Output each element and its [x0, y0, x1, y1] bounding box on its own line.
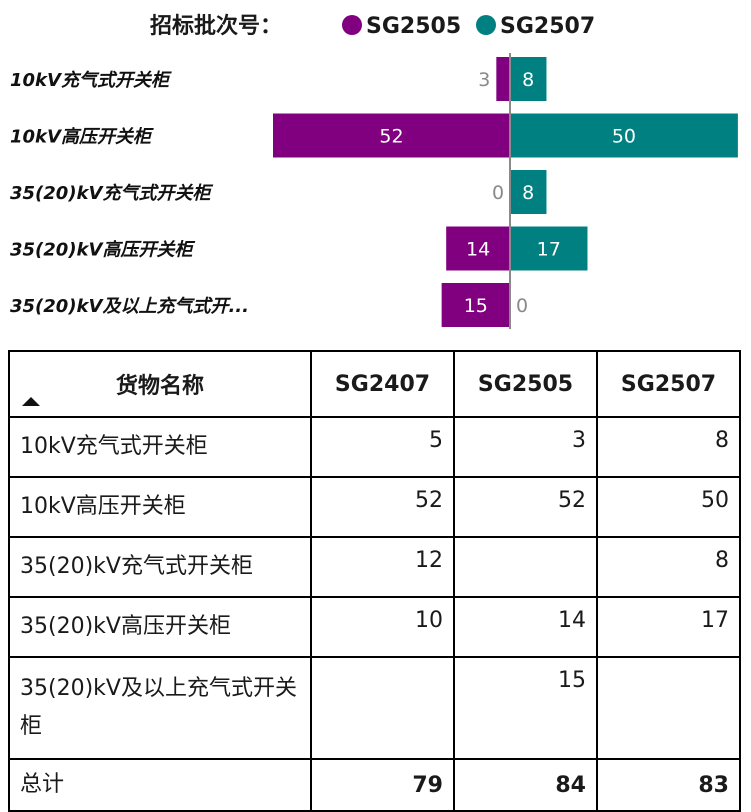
legend-label-sg2505[interactable]: SG2505 [366, 14, 461, 39]
column-header-sg2407[interactable]: SG2407 [310, 350, 455, 418]
column-header-sg2507[interactable]: SG2507 [596, 350, 741, 418]
category-label: 35(20)kV充气式开关柜 [10, 183, 213, 204]
value-cell: 17 [596, 596, 741, 658]
data-label-sg2505: 14 [466, 239, 490, 261]
bar-sg2505[interactable] [496, 57, 510, 101]
row-name-cell: 35(20)kV充气式开关柜 [8, 536, 312, 598]
data-label-sg2507: 17 [537, 239, 561, 261]
value-cell [596, 656, 741, 760]
category-label: 35(20)kV高压开关柜 [10, 240, 195, 261]
data-label-sg2507: 0 [516, 295, 528, 317]
bar-sg2507[interactable] [510, 226, 588, 271]
value-cell: 3 [453, 416, 598, 478]
column-header-sg2505[interactable]: SG2505 [453, 350, 598, 418]
total-label-cell: 总计 [8, 758, 312, 812]
legend-marker-sg2507[interactable] [476, 15, 496, 35]
row-name-cell: 35(20)kV及以上充气式开关柜 [8, 656, 312, 760]
table-total-row: 总计 79 84 83 [8, 758, 741, 812]
total-value-cell: 79 [310, 758, 455, 812]
data-label-sg2507: 8 [522, 182, 534, 204]
legend-label-sg2507[interactable]: SG2507 [500, 14, 595, 39]
row-name-cell: 10kV充气式开关柜 [8, 416, 312, 478]
value-cell: 12 [310, 536, 455, 598]
table-row: 35(20)kV及以上充气式开关柜 15 [8, 656, 741, 760]
sort-ascending-icon[interactable] [22, 397, 40, 406]
table-header-row: 货物名称 SG2407 SG2505 SG2507 [8, 350, 741, 418]
column-header-name[interactable]: 货物名称 [8, 350, 312, 418]
legend-marker-sg2505[interactable] [342, 15, 362, 35]
data-label-sg2505: 0 [492, 182, 504, 204]
bar-sg2507[interactable] [510, 170, 547, 214]
data-label-sg2505: 52 [379, 126, 403, 148]
row-name-cell: 35(20)kV高压开关柜 [8, 596, 312, 658]
bar-sg2505[interactable] [446, 226, 510, 271]
total-value-cell: 84 [453, 758, 598, 812]
chart-plot-area: 10kV充气式开关柜 3 8 10kV高压开关柜 52 50 35(20)kV充气式开关柜 0… [10, 53, 738, 329]
table-row: 10kV充气式开关柜 5 3 8 [8, 416, 741, 478]
bar-sg2507[interactable] [510, 57, 547, 101]
category-label: 10kV高压开关柜 [10, 127, 154, 148]
value-cell [310, 656, 455, 760]
chart-legend: 招标批次号： SG2505 SG2507 [150, 13, 595, 39]
diverging-bar-chart: 招标批次号： SG2505 SG2507 10kV充气式开关柜 3 8 10kV高压开… [10, 13, 738, 329]
legend-title: 招标批次号： [150, 13, 282, 39]
value-cell: 52 [453, 476, 598, 538]
table-row: 10kV高压开关柜 52 52 50 [8, 476, 741, 538]
value-cell: 14 [453, 596, 598, 658]
category-label: 10kV充气式开关柜 [10, 70, 172, 91]
value-cell: 8 [596, 536, 741, 598]
value-cell: 50 [596, 476, 741, 538]
bar-sg2505[interactable] [273, 113, 510, 158]
total-value-cell: 83 [596, 758, 741, 812]
value-cell: 5 [310, 416, 455, 478]
data-label-sg2505: 15 [464, 295, 488, 317]
row-name-cell: 10kV高压开关柜 [8, 476, 312, 538]
table-row: 35(20)kV高压开关柜 10 14 17 [8, 596, 741, 658]
data-table: 货物名称 SG2407 SG2505 SG2507 10kV充气式开关柜 5 3… [8, 350, 741, 812]
value-cell: 52 [310, 476, 455, 538]
data-label-sg2505: 3 [478, 69, 490, 91]
value-cell [453, 536, 598, 598]
bar-sg2505[interactable] [441, 283, 510, 327]
category-label: 35(20)kV及以上充气式开... [10, 296, 249, 317]
column-header-label: 货物名称 [115, 374, 204, 399]
value-cell: 15 [453, 656, 598, 760]
table-row: 35(20)kV充气式开关柜 12 8 [8, 536, 741, 598]
data-label-sg2507: 8 [522, 69, 534, 91]
value-cell: 8 [596, 416, 741, 478]
value-cell: 10 [310, 596, 455, 658]
bar-sg2507[interactable] [510, 113, 738, 158]
data-label-sg2507: 50 [612, 126, 636, 148]
